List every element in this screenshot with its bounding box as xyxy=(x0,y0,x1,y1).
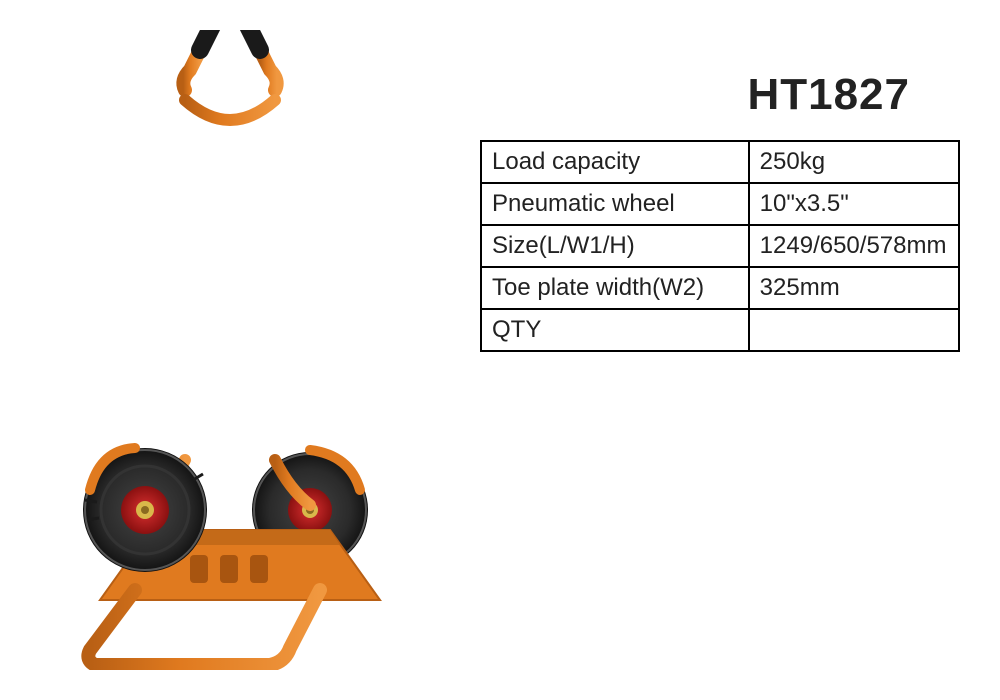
spec-label: Pneumatic wheel xyxy=(481,183,749,225)
product-illustration xyxy=(40,30,440,670)
table-row: Size(L/W1/H) 1249/650/578mm xyxy=(481,225,959,267)
spec-value xyxy=(749,309,959,351)
table-row: Pneumatic wheel 10"x3.5" xyxy=(481,183,959,225)
table-row: Toe plate width(W2) 325mm xyxy=(481,267,959,309)
spec-value: 325mm xyxy=(749,267,959,309)
spec-label: Toe plate width(W2) xyxy=(481,267,749,309)
product-model-title: HT1827 xyxy=(747,70,910,120)
spec-table: Load capacity 250kg Pneumatic wheel 10"x… xyxy=(480,140,960,352)
spec-label: Load capacity xyxy=(481,141,749,183)
spec-label: Size(L/W1/H) xyxy=(481,225,749,267)
spec-value: 1249/650/578mm xyxy=(749,225,959,267)
spec-label: QTY xyxy=(481,309,749,351)
spec-value: 10"x3.5" xyxy=(749,183,959,225)
spec-value: 250kg xyxy=(749,141,959,183)
table-row: Load capacity 250kg xyxy=(481,141,959,183)
table-row: QTY xyxy=(481,309,959,351)
